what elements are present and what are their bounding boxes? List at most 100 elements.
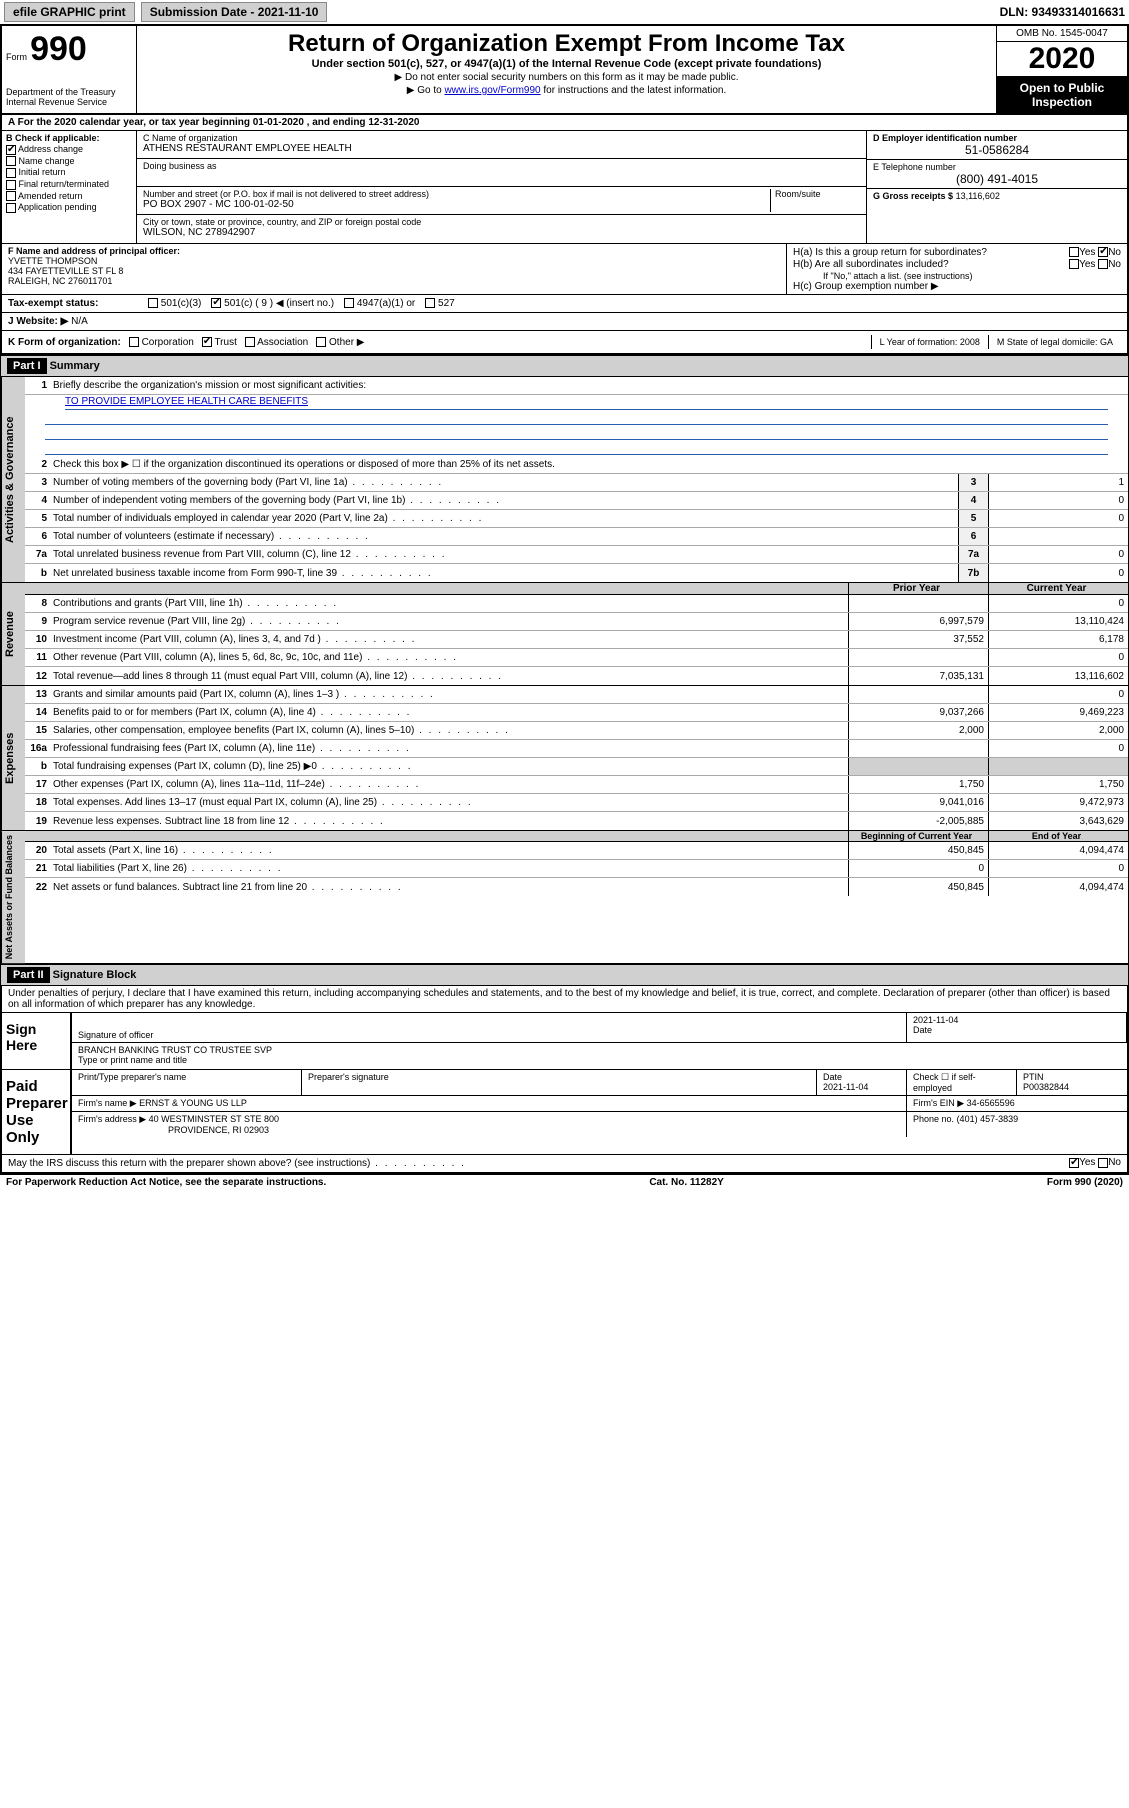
line-text: Total unrelated business revenue from Pa… [53, 548, 958, 561]
prior-value: 0 [848, 860, 988, 877]
hdr-begin-year: Beginning of Current Year [848, 831, 988, 841]
checkbox-icon [6, 168, 16, 178]
line-text: Number of voting members of the governin… [53, 476, 958, 489]
page-footer: For Paperwork Reduction Act Notice, see … [0, 1174, 1129, 1190]
checkbox-icon[interactable] [1098, 247, 1108, 257]
line-text: Benefits paid to or for members (Part IX… [53, 706, 848, 719]
line-box: 4 [958, 492, 988, 509]
row-i: Tax-exempt status: 501(c)(3) 501(c) ( 9 … [2, 294, 1127, 312]
checkbox-icon[interactable] [202, 337, 212, 347]
row-klm: K Form of organization: Corporation Trus… [2, 330, 1127, 353]
firm-name-label: Firm's name ▶ [78, 1098, 137, 1108]
prior-value: 37,552 [848, 631, 988, 648]
line-text: Total number of volunteers (estimate if … [53, 530, 958, 543]
line-text: Total liabilities (Part X, line 26) [53, 862, 848, 875]
officer-print-label: Type or print name and title [78, 1055, 1121, 1065]
irs-label: Internal Revenue Service [6, 97, 132, 107]
line-text: Revenue less expenses. Subtract line 18 … [53, 815, 848, 828]
cb-name-change[interactable]: Name change [6, 156, 132, 167]
checkbox-icon[interactable] [425, 298, 435, 308]
line-text: Salaries, other compensation, employee b… [53, 724, 848, 737]
line-text: Total revenue—add lines 8 through 11 (mu… [53, 670, 848, 683]
gross-label: G Gross receipts $ [873, 191, 953, 201]
street-label: Number and street (or P.O. box if mail i… [143, 189, 770, 199]
row-fh: F Name and address of principal officer:… [2, 243, 1127, 294]
cb-initial-return[interactable]: Initial return [6, 167, 132, 178]
checkbox-icon[interactable] [211, 298, 221, 308]
table-row: 19 Revenue less expenses. Subtract line … [25, 812, 1128, 830]
form-title: Return of Organization Exempt From Incom… [145, 30, 988, 58]
line-text: Total assets (Part X, line 16) [53, 844, 848, 857]
table-row: 14 Benefits paid to or for members (Part… [25, 704, 1128, 722]
ptin-value: P00382844 [1023, 1082, 1069, 1092]
mission-text: TO PROVIDE EMPLOYEE HEALTH CARE BENEFITS [65, 396, 1108, 410]
prior-value [848, 686, 988, 703]
footer-left: For Paperwork Reduction Act Notice, see … [6, 1177, 326, 1188]
line-value: 0 [988, 564, 1128, 582]
table-row: 8 Contributions and grants (Part VIII, l… [25, 595, 1128, 613]
sign-here-grid: Sign Here Signature of officer 2021-11-0… [2, 1012, 1127, 1069]
part2-title: Signature Block [53, 969, 137, 981]
prior-value [848, 740, 988, 757]
instruction-1: ▶ Do not enter social security numbers o… [145, 72, 988, 83]
checkbox-icon[interactable] [1069, 1158, 1079, 1168]
current-value: 0 [988, 860, 1128, 877]
website-value: N/A [71, 316, 88, 327]
current-value: 0 [988, 649, 1128, 666]
prior-value [848, 649, 988, 666]
table-row: 12 Total revenue—add lines 8 through 11 … [25, 667, 1128, 685]
title-cell: Return of Organization Exempt From Incom… [137, 26, 997, 113]
checkbox-icon [6, 191, 16, 201]
checkbox-icon[interactable] [129, 337, 139, 347]
form990-link[interactable]: www.irs.gov/Form990 [444, 85, 540, 96]
table-row: b Net unrelated business taxable income … [25, 564, 1128, 582]
form-org-label: K Form of organization: [8, 337, 121, 348]
table-row: 17 Other expenses (Part IX, column (A), … [25, 776, 1128, 794]
submission-button[interactable]: Submission Date - 2021-11-10 [141, 2, 328, 22]
sig-date-label: Date [913, 1025, 1120, 1035]
line-value: 0 [988, 510, 1128, 527]
dba-label: Doing business as [143, 161, 860, 171]
instr2-pre: ▶ Go to [407, 85, 445, 96]
prior-value: 9,037,266 [848, 704, 988, 721]
table-row: 15 Salaries, other compensation, employe… [25, 722, 1128, 740]
domicile-value: GA [1100, 337, 1113, 347]
current-value [988, 758, 1128, 775]
firm-name: ERNST & YOUNG US LLP [139, 1098, 247, 1108]
checkbox-icon[interactable] [148, 298, 158, 308]
prior-value [848, 758, 988, 775]
checkbox-icon[interactable] [1069, 259, 1079, 269]
checkbox-icon[interactable] [1069, 247, 1079, 257]
room-label: Room/suite [770, 189, 860, 212]
checkbox-icon[interactable] [1098, 1158, 1108, 1168]
year-formation-label: L Year of formation: [880, 337, 958, 347]
current-value: 0 [988, 686, 1128, 703]
prior-value: -2,005,885 [848, 812, 988, 830]
checkbox-icon[interactable] [344, 298, 354, 308]
line-box: 7b [958, 564, 988, 582]
tab-expenses: Expenses [1, 686, 25, 830]
tab-netassets: Net Assets or Fund Balances [1, 831, 25, 963]
form-word: Form [6, 52, 27, 62]
part1-title: Summary [50, 360, 100, 372]
paid-preparer-grid: Paid Preparer Use Only Print/Type prepar… [2, 1069, 1127, 1154]
current-value: 6,178 [988, 631, 1128, 648]
year-formation-value: 2008 [960, 337, 980, 347]
checkbox-icon[interactable] [245, 337, 255, 347]
phone-cell: E Telephone number (800) 491-4015 [867, 160, 1127, 189]
table-row: 13 Grants and similar amounts paid (Part… [25, 686, 1128, 704]
checkbox-icon[interactable] [1098, 259, 1108, 269]
discuss-text: May the IRS discuss this return with the… [8, 1157, 981, 1170]
cb-address-change[interactable]: Address change [6, 144, 132, 155]
cb-final-return[interactable]: Final return/terminated [6, 179, 132, 190]
part1-badge: Part I [7, 358, 47, 374]
cb-app-pending[interactable]: Application pending [6, 202, 132, 213]
current-value: 4,094,474 [988, 842, 1128, 859]
checkbox-icon[interactable] [316, 337, 326, 347]
cb-amended[interactable]: Amended return [6, 191, 132, 202]
firm-addr2: PROVIDENCE, RI 02903 [168, 1125, 269, 1135]
line-text: Total fundraising expenses (Part IX, col… [53, 760, 848, 773]
officer-name: YVETTE THOMPSON [8, 256, 780, 266]
line-value: 0 [988, 492, 1128, 509]
efile-button[interactable]: efile GRAPHIC print [4, 2, 135, 22]
